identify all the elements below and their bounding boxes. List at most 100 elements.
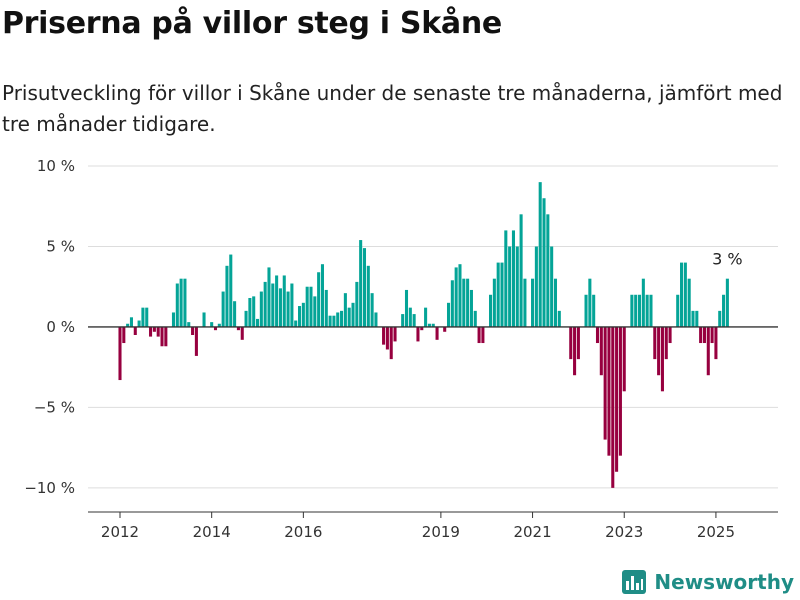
bar bbox=[611, 326, 615, 488]
bar bbox=[393, 326, 397, 342]
bar bbox=[160, 326, 164, 347]
bar bbox=[515, 246, 519, 327]
y-tick-label: 5 % bbox=[46, 238, 75, 256]
bar bbox=[511, 230, 515, 327]
last-value-label: 3 % bbox=[712, 250, 742, 269]
bar-chart-icon bbox=[622, 570, 647, 594]
x-tick-label: 2014 bbox=[193, 523, 231, 541]
bar bbox=[523, 278, 527, 327]
bar bbox=[454, 267, 458, 327]
bar bbox=[653, 326, 657, 360]
bar bbox=[691, 310, 695, 327]
x-tick-label: 2023 bbox=[605, 523, 643, 541]
bar bbox=[469, 289, 473, 327]
bar bbox=[282, 275, 286, 327]
bar bbox=[607, 326, 611, 456]
bar bbox=[126, 323, 130, 327]
bar bbox=[290, 283, 294, 327]
bar bbox=[382, 326, 386, 345]
x-tick-label: 2025 bbox=[697, 523, 735, 541]
bar bbox=[588, 278, 592, 327]
bar bbox=[473, 310, 477, 327]
bar bbox=[404, 289, 409, 327]
bar bbox=[424, 307, 428, 327]
bar-chart: 10 % 5 % 0 % −5 % −10 % 2012 2014 2016 2019 2021… bbox=[24, 157, 778, 541]
bar bbox=[416, 326, 420, 342]
bar bbox=[374, 312, 378, 327]
bar bbox=[695, 310, 699, 327]
bar bbox=[504, 230, 508, 327]
bar bbox=[408, 307, 412, 327]
y-tick-label: −10 % bbox=[24, 479, 75, 497]
bar bbox=[171, 312, 176, 327]
bar bbox=[355, 281, 359, 327]
bar bbox=[336, 312, 340, 327]
x-axis: 2012 2014 2016 2019 2021 2023 2025 bbox=[88, 511, 778, 541]
bar bbox=[175, 283, 179, 327]
bar bbox=[225, 265, 229, 327]
bar bbox=[649, 294, 653, 327]
bar bbox=[244, 310, 248, 327]
x-tick-label: 2019 bbox=[422, 523, 460, 541]
bars bbox=[118, 182, 729, 488]
bar bbox=[213, 326, 218, 331]
bar bbox=[664, 326, 668, 360]
bar bbox=[187, 322, 191, 327]
bar bbox=[519, 214, 523, 327]
bar bbox=[278, 288, 282, 327]
bar bbox=[637, 294, 642, 327]
bar bbox=[122, 326, 126, 344]
bar bbox=[152, 326, 156, 332]
bar bbox=[362, 248, 367, 327]
bar bbox=[255, 318, 260, 327]
y-axis: 10 % 5 % 0 % −5 % −10 % bbox=[24, 157, 75, 497]
bar bbox=[141, 307, 145, 327]
brand-logo: Newsworthy bbox=[622, 570, 794, 594]
y-tick-label: 10 % bbox=[37, 157, 75, 175]
x-tick-label: 2012 bbox=[101, 523, 139, 541]
bar bbox=[420, 326, 424, 331]
gridlines bbox=[88, 165, 778, 489]
bar bbox=[462, 278, 466, 327]
bar bbox=[550, 246, 554, 327]
bar bbox=[191, 326, 195, 335]
bar bbox=[599, 326, 603, 376]
bar bbox=[298, 306, 302, 327]
bar bbox=[210, 322, 214, 327]
bar bbox=[676, 294, 680, 327]
bar bbox=[252, 296, 256, 327]
bar bbox=[500, 262, 504, 327]
bar bbox=[592, 294, 596, 327]
bar bbox=[137, 320, 141, 327]
bar bbox=[466, 278, 470, 327]
bar bbox=[725, 278, 729, 327]
y-tick-label: −5 % bbox=[34, 398, 75, 416]
bar bbox=[340, 310, 344, 327]
bar bbox=[634, 294, 638, 327]
bar bbox=[359, 240, 363, 327]
bar bbox=[722, 294, 726, 327]
bar bbox=[233, 301, 237, 327]
bar bbox=[431, 323, 435, 327]
bar bbox=[477, 326, 481, 344]
bar bbox=[435, 326, 439, 340]
bar bbox=[328, 315, 332, 327]
bar bbox=[496, 262, 500, 327]
bar bbox=[538, 182, 542, 327]
bar bbox=[427, 323, 431, 327]
bar bbox=[680, 262, 684, 327]
bar bbox=[603, 326, 607, 440]
bar bbox=[248, 297, 252, 327]
chart-subtitle: Prisutveckling för villor i Skåne under … bbox=[2, 81, 783, 136]
bar bbox=[240, 326, 244, 340]
bar bbox=[385, 326, 389, 350]
bar bbox=[531, 278, 535, 327]
bar bbox=[668, 326, 672, 344]
bar bbox=[275, 275, 279, 327]
bar bbox=[714, 326, 718, 360]
bar bbox=[446, 302, 451, 327]
bar bbox=[317, 272, 321, 327]
chart-title: Priserna på villor steg i Skåne bbox=[2, 6, 502, 41]
bar bbox=[584, 294, 588, 327]
bar bbox=[259, 291, 263, 327]
